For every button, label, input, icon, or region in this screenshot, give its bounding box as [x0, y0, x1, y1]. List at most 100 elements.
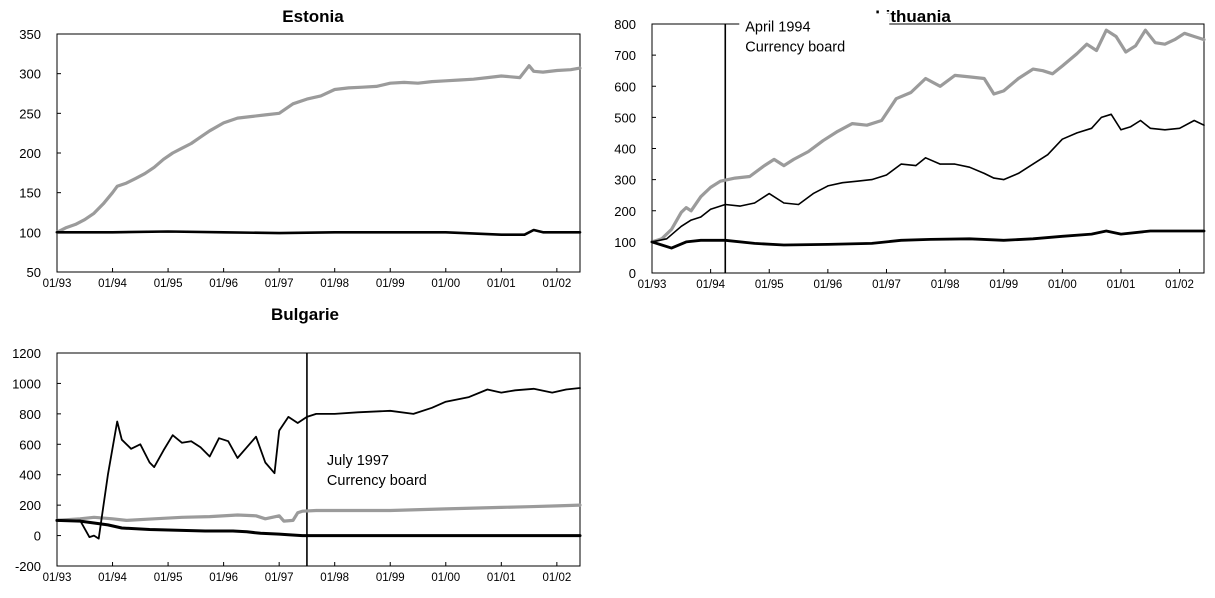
data-point — [315, 509, 317, 512]
data-point — [523, 234, 526, 236]
x-tick-label: 01/01 — [487, 572, 516, 584]
data-point — [763, 165, 765, 167]
data-point — [361, 86, 364, 88]
data-point — [551, 391, 553, 394]
data-point — [445, 508, 447, 510]
data-point — [783, 244, 785, 246]
data-point — [139, 443, 141, 445]
data-point — [209, 515, 211, 518]
data-point — [579, 387, 581, 389]
data-point — [84, 219, 86, 221]
data-point — [236, 117, 239, 119]
data-point — [181, 442, 183, 444]
data-point — [1061, 65, 1063, 67]
data-point — [651, 241, 653, 243]
data-point — [983, 77, 985, 80]
data-point — [1144, 29, 1146, 31]
data-point — [983, 172, 985, 174]
data-point — [472, 78, 475, 80]
data-point — [334, 534, 336, 537]
data-point — [250, 115, 252, 118]
x-tick-label: 01/97 — [265, 278, 294, 290]
data-point — [871, 242, 873, 245]
data-point — [412, 413, 414, 415]
data-point — [734, 177, 736, 179]
data-point — [93, 516, 95, 518]
data-point — [121, 439, 123, 441]
data-point — [162, 158, 165, 160]
data-point — [700, 239, 702, 241]
data-point — [570, 69, 572, 71]
data-point — [125, 519, 128, 521]
data-point — [1203, 124, 1205, 126]
annotation-backdrop — [739, 13, 890, 58]
data-point — [389, 509, 391, 512]
data-point — [915, 165, 917, 167]
data-point — [1178, 127, 1181, 129]
data-point — [301, 510, 303, 512]
data-point — [1193, 35, 1195, 38]
data-point — [993, 177, 995, 179]
x-tick-label: 01/99 — [989, 279, 1018, 291]
data-point — [1183, 32, 1186, 34]
data-point — [500, 234, 502, 236]
data-point — [223, 231, 225, 233]
data-point — [209, 455, 211, 458]
data-point — [153, 518, 155, 520]
series-line — [55, 503, 582, 523]
plot-area — [56, 33, 581, 273]
data-point — [162, 449, 165, 451]
data-point — [121, 527, 123, 529]
data-point — [724, 203, 726, 206]
data-point — [542, 71, 544, 73]
data-point — [297, 512, 299, 514]
data-point — [509, 76, 512, 78]
y-tick-label: 400 — [19, 468, 41, 483]
data-point — [334, 88, 336, 91]
data-point — [486, 77, 489, 79]
y-tick-label: 0 — [629, 266, 636, 281]
series-2 — [55, 518, 582, 538]
x-tick-label: 01/98 — [931, 279, 960, 291]
data-point — [1164, 230, 1166, 232]
y-tick-label: 0 — [34, 529, 41, 544]
data-point — [204, 530, 206, 532]
data-point — [939, 85, 941, 87]
data-point — [1203, 230, 1205, 232]
y-tick-label: 200 — [19, 498, 41, 513]
x-tick-label: 01/94 — [98, 572, 127, 584]
data-point — [739, 205, 741, 207]
data-point — [968, 76, 971, 78]
data-point — [924, 77, 927, 80]
data-point — [431, 407, 433, 409]
data-point — [542, 231, 544, 233]
data-point — [1174, 38, 1176, 41]
x-tick-label: 01/95 — [154, 278, 183, 290]
data-point — [417, 82, 419, 84]
data-point — [1120, 129, 1122, 131]
data-point — [292, 519, 294, 521]
data-point — [666, 238, 668, 240]
data-point — [724, 239, 726, 241]
data-point — [1149, 230, 1151, 232]
data-point — [533, 388, 535, 390]
series-1 — [55, 228, 582, 236]
x-tick-label: 01/96 — [813, 279, 842, 291]
data-point — [533, 229, 535, 231]
data-point — [445, 231, 447, 233]
data-point — [822, 140, 824, 142]
data-point — [255, 436, 257, 438]
annotation-line-2: Currency board — [327, 473, 427, 489]
data-point — [768, 193, 770, 195]
data-point — [579, 67, 581, 69]
data-point — [347, 87, 350, 89]
data-point — [1125, 51, 1127, 53]
data-point — [176, 529, 178, 531]
data-point — [500, 75, 502, 77]
data-point — [278, 533, 280, 535]
data-point — [1105, 230, 1107, 232]
data-point — [199, 136, 202, 138]
data-point — [793, 158, 795, 160]
data-point — [1110, 113, 1112, 115]
data-point — [264, 518, 266, 520]
